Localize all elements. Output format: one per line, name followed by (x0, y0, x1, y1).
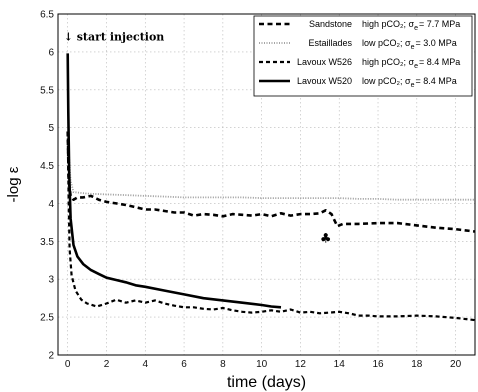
series-lines (66, 53, 476, 322)
y-tick-label: 4 (48, 199, 54, 210)
x-tick-label: 0 (65, 359, 71, 370)
series-line-lavoux-w520 (66, 53, 282, 309)
legend-series-name: Sandstone (309, 19, 352, 29)
x-tick-label: 8 (220, 359, 226, 370)
series-line-lavoux-w526 (66, 131, 476, 322)
y-tick-label: 4.5 (40, 161, 54, 172)
x-tick-label: 18 (411, 359, 423, 370)
x-tick-label: 2 (104, 359, 110, 370)
y-tick-label: 2 (48, 351, 54, 362)
x-tick-label: 6 (181, 359, 187, 370)
x-axis-label: time (days) (227, 374, 306, 391)
legend: Sandstone high pCO₂; σe= 7.7 MPa Estaillad… (253, 15, 473, 97)
legend-series-name: Lavoux W526 (297, 57, 352, 67)
legend-condition: high pCO₂; σe= 8.4 MPa (362, 57, 460, 70)
y-tick-label: 3.5 (40, 237, 54, 248)
y-tick-label: 6.5 (40, 10, 54, 21)
series-line-sandstone (66, 131, 476, 233)
y-tick-label: 2.5 (40, 313, 54, 324)
y-tick-label: 3 (48, 275, 54, 286)
y-axis-label: -log ε (5, 166, 22, 202)
y-tick-label: 5 (48, 123, 54, 134)
x-tick-label: 4 (142, 359, 148, 370)
legend-condition: high pCO₂; σe= 7.7 MPa (362, 19, 460, 32)
y-tick-label: 6 (48, 47, 54, 58)
legend-condition: low pCO₂; σe= 3.0 MPa (362, 38, 457, 51)
x-tick-label: 20 (450, 359, 462, 370)
legend-series-name: Estaillades (308, 38, 352, 48)
start-injection-annotation: ↓ start injection (64, 31, 165, 44)
y-tick-label: 5.5 (40, 85, 54, 96)
legend-series-name: Lavoux W520 (297, 76, 352, 86)
legend-entries: Sandstone high pCO₂; σe= 7.7 MPa Estaillad… (259, 19, 460, 89)
x-tick-label: 16 (372, 359, 384, 370)
legend-condition: low pCO₂; σe= 8.4 MPa (362, 76, 457, 89)
plot-frame (57, 13, 476, 356)
x-tick-label: 12 (295, 359, 307, 370)
x-tick-label: 10 (256, 359, 268, 370)
club-marker-annotation: ♣ (320, 232, 332, 247)
x-tick-label: 14 (334, 359, 346, 370)
legend-box (253, 15, 473, 97)
